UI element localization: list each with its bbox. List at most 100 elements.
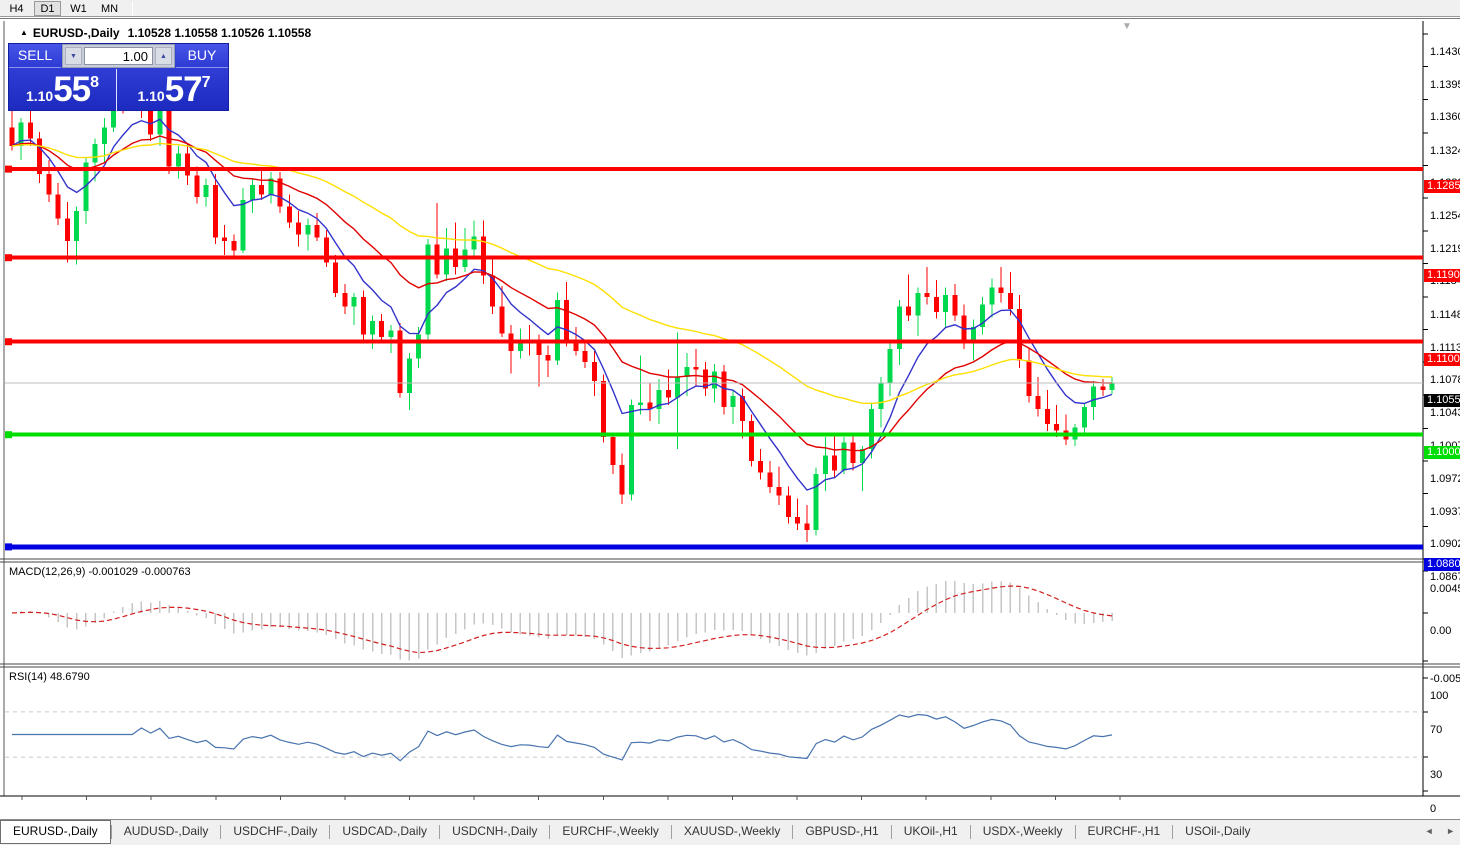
ask-prefix: 1.10 [137, 88, 165, 104]
macd-signal-line [11, 585, 1113, 654]
symbol-tab-eurchf-h1[interactable]: EURCHF-,H1 [1087, 824, 1161, 838]
chart-canvas[interactable] [0, 19, 1460, 845]
price-tick-label: 1.09020 [1430, 538, 1460, 551]
buy-button[interactable]: BUY [176, 44, 228, 68]
candle-body [1054, 423, 1060, 431]
candle-body [9, 127, 15, 146]
candle-body [277, 178, 283, 207]
symbol-tab-gbpusd-h1[interactable]: GBPUSD-,H1 [805, 824, 879, 838]
candle-body [896, 306, 902, 350]
sell-button[interactable]: SELL [9, 44, 61, 68]
bid-price[interactable]: 1.10558 [9, 69, 117, 111]
candle-body [323, 237, 329, 263]
chart-window[interactable]: ▲ EURUSD-,Daily 1.10528 1.10558 1.10526 1.… [0, 18, 1460, 845]
candle-body [887, 349, 893, 384]
timeframe-button-mn[interactable]: MN [100, 3, 119, 15]
tab-separator [1172, 825, 1174, 839]
candle-body [933, 296, 939, 312]
volume-decrease-icon[interactable]: ▼ [65, 47, 82, 65]
rsi-tick-label: 0 [1430, 803, 1437, 815]
timeframe-button-w1[interactable]: W1 [70, 3, 87, 15]
timeframe-button-h4[interactable]: H4 [9, 3, 24, 15]
tab-separator [792, 825, 794, 839]
candle-body [869, 408, 875, 449]
candle-body [443, 248, 449, 275]
tab-separator [439, 825, 441, 839]
candle-body [841, 442, 847, 471]
rsi-tick-label: 100 [1430, 690, 1449, 702]
tab-separator [220, 825, 222, 839]
candle-body [730, 395, 736, 408]
horizontal-level-line[interactable] [5, 339, 1423, 344]
candle-body [822, 455, 828, 475]
candle-body [46, 173, 52, 195]
timeframe-button-d1[interactable]: D1 [34, 1, 61, 16]
level-line-handle[interactable] [5, 254, 12, 262]
symbol-tab-usoil-daily[interactable]: USOil-,Daily [1185, 824, 1251, 838]
horizontal-level-line[interactable] [5, 432, 1423, 437]
candle-body [610, 436, 616, 465]
horizontal-level-line[interactable] [5, 167, 1423, 172]
ask-price[interactable]: 1.10577 [120, 69, 228, 111]
bid-prefix: 1.10 [25, 88, 54, 104]
candle-body [980, 304, 986, 327]
chart-shift-marker-icon[interactable]: ▼ [1122, 21, 1132, 32]
symbol-tab-usdcad-daily[interactable]: USDCAD-,Daily [342, 824, 428, 838]
candle-body [175, 153, 181, 167]
level-line-handle[interactable] [5, 431, 12, 439]
candle-body [203, 185, 209, 198]
macd-tick-label: 0.004536 [1430, 583, 1460, 595]
rsi-line [12, 713, 1113, 762]
candle-body [471, 236, 477, 250]
candle-body [767, 472, 773, 488]
candle-body [296, 222, 302, 235]
tab-scroll-left-icon[interactable]: ◄ [1424, 826, 1434, 836]
symbol-tab-usdcnh-daily[interactable]: USDCNH-,Daily [452, 824, 538, 838]
timeframe-toolbar: H4 D1 W1 MN [0, 0, 1460, 17]
candle-body [591, 362, 597, 381]
candle-body [490, 275, 496, 307]
symbol-tab-xauusd-weekly[interactable]: XAUUSD-,Weekly [683, 824, 781, 838]
candle-body [915, 293, 921, 316]
ask-pipette: 7 [201, 74, 211, 91]
price-tick-label: 1.13240 [1430, 144, 1460, 157]
candle-body [924, 293, 930, 297]
symbol-tab-audusd-daily[interactable]: AUDUSD-,Daily [123, 824, 209, 838]
candle-body [416, 334, 422, 359]
candle-body [379, 321, 385, 338]
horizontal-level-line[interactable] [5, 255, 1423, 260]
rsi-tick-label: 70 [1430, 723, 1443, 736]
tab-separator [1074, 825, 1076, 839]
symbol-tab-eurusd-daily[interactable]: EURUSD-,Daily [0, 820, 111, 844]
volume-increase-icon[interactable]: ▲ [155, 47, 172, 65]
candle-body [684, 366, 690, 378]
symbol-tab-ukoil-h1[interactable]: UKOil-,H1 [903, 824, 958, 838]
level-price-label: 1.08800 [1424, 557, 1460, 571]
candle-body [850, 442, 856, 463]
symbol-tab-usdchf-daily[interactable]: USDCHF-,Daily [233, 824, 318, 838]
candle-body [333, 262, 339, 294]
candle-body [1044, 408, 1050, 424]
candle-body [906, 306, 912, 316]
symbol-tab-usdx-weekly[interactable]: USDX-,Weekly [982, 824, 1063, 838]
candle-body [37, 138, 43, 174]
tab-separator [670, 825, 672, 839]
level-line-handle[interactable] [5, 165, 12, 173]
candle-body [721, 371, 727, 408]
candle-body [1109, 382, 1115, 391]
level-line-handle[interactable] [5, 338, 12, 346]
collapse-triangle-icon[interactable]: ▲ [20, 28, 28, 37]
candle-body [406, 358, 412, 394]
symbol-tab-eurchf-weekly[interactable]: EURCHF-,Weekly [562, 824, 659, 838]
horizontal-level-line[interactable] [5, 544, 1423, 550]
tab-separator [329, 825, 331, 839]
tab-scroll-right-icon[interactable]: ► [1446, 826, 1455, 836]
candle-body [1100, 386, 1106, 391]
candle-body [517, 341, 523, 352]
volume-input[interactable] [84, 47, 153, 65]
ask-big-digits: 57 [164, 70, 203, 109]
candle-body [360, 296, 366, 335]
level-line-handle[interactable] [5, 543, 12, 551]
